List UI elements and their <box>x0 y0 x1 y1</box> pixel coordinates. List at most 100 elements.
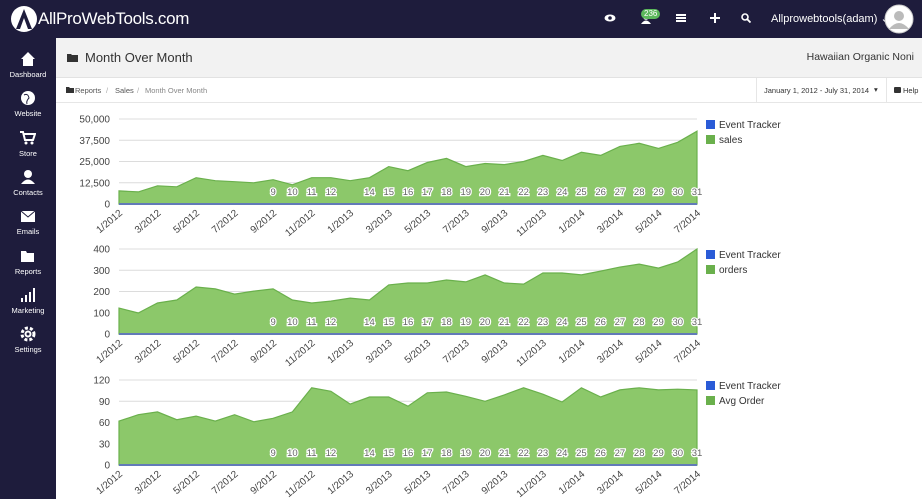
event-label: 15 <box>383 317 394 328</box>
event-label: 29 <box>653 187 664 198</box>
sidebar-icon <box>20 326 36 342</box>
sidebar-item[interactable]: Dashboard <box>0 43 56 82</box>
date-range: January 1, 2012 - July 31, 2014 <box>764 86 870 95</box>
event-label: 20 <box>480 448 491 459</box>
y-tick-label: 0 <box>104 461 110 472</box>
x-tick-label: 3/2012 <box>133 208 164 236</box>
event-label: 16 <box>403 317 414 328</box>
event-label: 29 <box>653 317 664 328</box>
x-tick-label: 3/2014 <box>595 469 626 497</box>
breadcrumb-link[interactable]: Sales <box>115 86 134 95</box>
x-tick-label: 7/2014 <box>672 338 703 366</box>
sidebar-item[interactable]: Store <box>0 122 56 161</box>
event-label: 22 <box>518 317 529 328</box>
x-tick-label: 5/2012 <box>171 469 202 497</box>
y-tick-label: 100 <box>93 308 110 319</box>
x-tick-label: 1/2014 <box>557 469 588 497</box>
event-label: 14 <box>364 317 375 328</box>
x-tick-label: 9/2013 <box>480 338 511 366</box>
event-label: 26 <box>595 317 606 328</box>
search-icon[interactable] <box>741 13 751 23</box>
sidebar-icon <box>20 130 36 145</box>
event-label: 22 <box>518 448 529 459</box>
x-tick-label: 1/2013 <box>326 208 357 236</box>
legend-label: Event Tracker <box>719 381 781 392</box>
x-tick-label: 5/2013 <box>403 338 434 366</box>
x-tick-label: 11/2012 <box>283 338 318 369</box>
event-label: 15 <box>383 187 394 198</box>
event-label: 19 <box>461 448 472 459</box>
breadcrumb-link[interactable]: Reports <box>75 86 102 95</box>
breadcrumb-current: Month Over Month <box>145 86 208 95</box>
event-label: 25 <box>576 317 587 328</box>
event-label: 18 <box>441 317 452 328</box>
sidebar-label: Contacts <box>13 187 43 197</box>
x-tick-label: 9/2013 <box>480 208 511 236</box>
sidebar-item[interactable]: Website <box>0 82 56 121</box>
legend-swatch <box>706 265 715 274</box>
x-tick-label: 5/2013 <box>403 469 434 497</box>
area <box>118 387 698 466</box>
legend-swatch <box>706 120 715 129</box>
event-label: 11 <box>307 187 317 198</box>
sidebar-label: Settings <box>14 345 42 355</box>
x-tick-label: 3/2013 <box>364 469 395 497</box>
y-tick-label: 30 <box>99 439 111 450</box>
event-label: 30 <box>672 187 683 198</box>
event-label: 25 <box>576 448 587 459</box>
sidebar-item[interactable]: Contacts <box>0 161 56 200</box>
sidebar-item[interactable]: Emails <box>0 200 56 239</box>
event-label: 31 <box>692 317 703 328</box>
y-tick-label: 0 <box>104 330 110 341</box>
x-tick-label: 11/2012 <box>283 208 318 239</box>
event-label: 31 <box>692 448 703 459</box>
help-button[interactable]: Help <box>886 78 922 102</box>
view-icon[interactable] <box>604 13 616 23</box>
x-tick-label: 11/2012 <box>283 469 318 499</box>
sidebar-label: Marketing <box>11 305 45 315</box>
event-label: 24 <box>557 317 568 328</box>
sidebar-item[interactable]: Reports <box>0 240 56 279</box>
list-icon[interactable] <box>676 13 686 23</box>
charts: 0 12,500 25,000 37,500 50,000 9 10 11 12 14 15 16 17… <box>79 115 781 499</box>
event-label: 17 <box>422 448 433 459</box>
x-tick-label: 7/2014 <box>672 469 703 497</box>
event-label: 28 <box>634 317 645 328</box>
legend-label: Event Tracker <box>719 120 781 131</box>
event-label: 20 <box>480 317 491 328</box>
x-tick-label: 5/2012 <box>171 208 202 236</box>
x-tick-label: 1/2012 <box>94 469 125 497</box>
x-tick-label: 3/2014 <box>595 208 626 236</box>
sidebar-item[interactable]: Settings <box>0 318 56 357</box>
x-tick-label: 1/2013 <box>326 469 357 497</box>
x-tick-label: 11/2013 <box>515 469 550 499</box>
sidebar-item[interactable]: Marketing <box>0 279 56 318</box>
x-tick-label: 11/2013 <box>515 338 550 369</box>
event-label: 20 <box>480 187 491 198</box>
x-tick-label: 7/2013 <box>441 338 472 366</box>
x-tick-label: 5/2014 <box>634 469 665 497</box>
sidebar-icon <box>21 91 35 106</box>
event-label: 26 <box>595 187 606 198</box>
event-label: 23 <box>538 317 549 328</box>
event-label: 9 <box>270 448 275 459</box>
event-label: 30 <box>672 317 683 328</box>
sidebar-label: Dashboard <box>9 70 47 79</box>
x-tick-label: 11/2013 <box>515 208 550 239</box>
x-tick-label: 9/2013 <box>480 469 511 497</box>
event-label: 9 <box>270 187 275 198</box>
sidebar-icon <box>20 210 36 223</box>
add-icon[interactable] <box>710 13 720 23</box>
x-tick-label: 5/2014 <box>634 208 665 236</box>
event-label: 23 <box>538 187 549 198</box>
x-tick-label: 7/2013 <box>441 469 472 497</box>
event-label: 17 <box>422 187 433 198</box>
x-tick-label: 7/2013 <box>441 208 472 236</box>
sidebar-label: Store <box>19 148 37 158</box>
user-menu[interactable]: Allprowebtools(adam) ⌄ <box>771 13 890 25</box>
y-tick-label: 400 <box>93 245 110 256</box>
avatar[interactable] <box>884 4 914 34</box>
logo[interactable]: AllProWebTools.com <box>38 9 190 28</box>
date-range-button[interactable]: January 1, 2012 - July 31, 2014 ▾ <box>756 78 887 102</box>
